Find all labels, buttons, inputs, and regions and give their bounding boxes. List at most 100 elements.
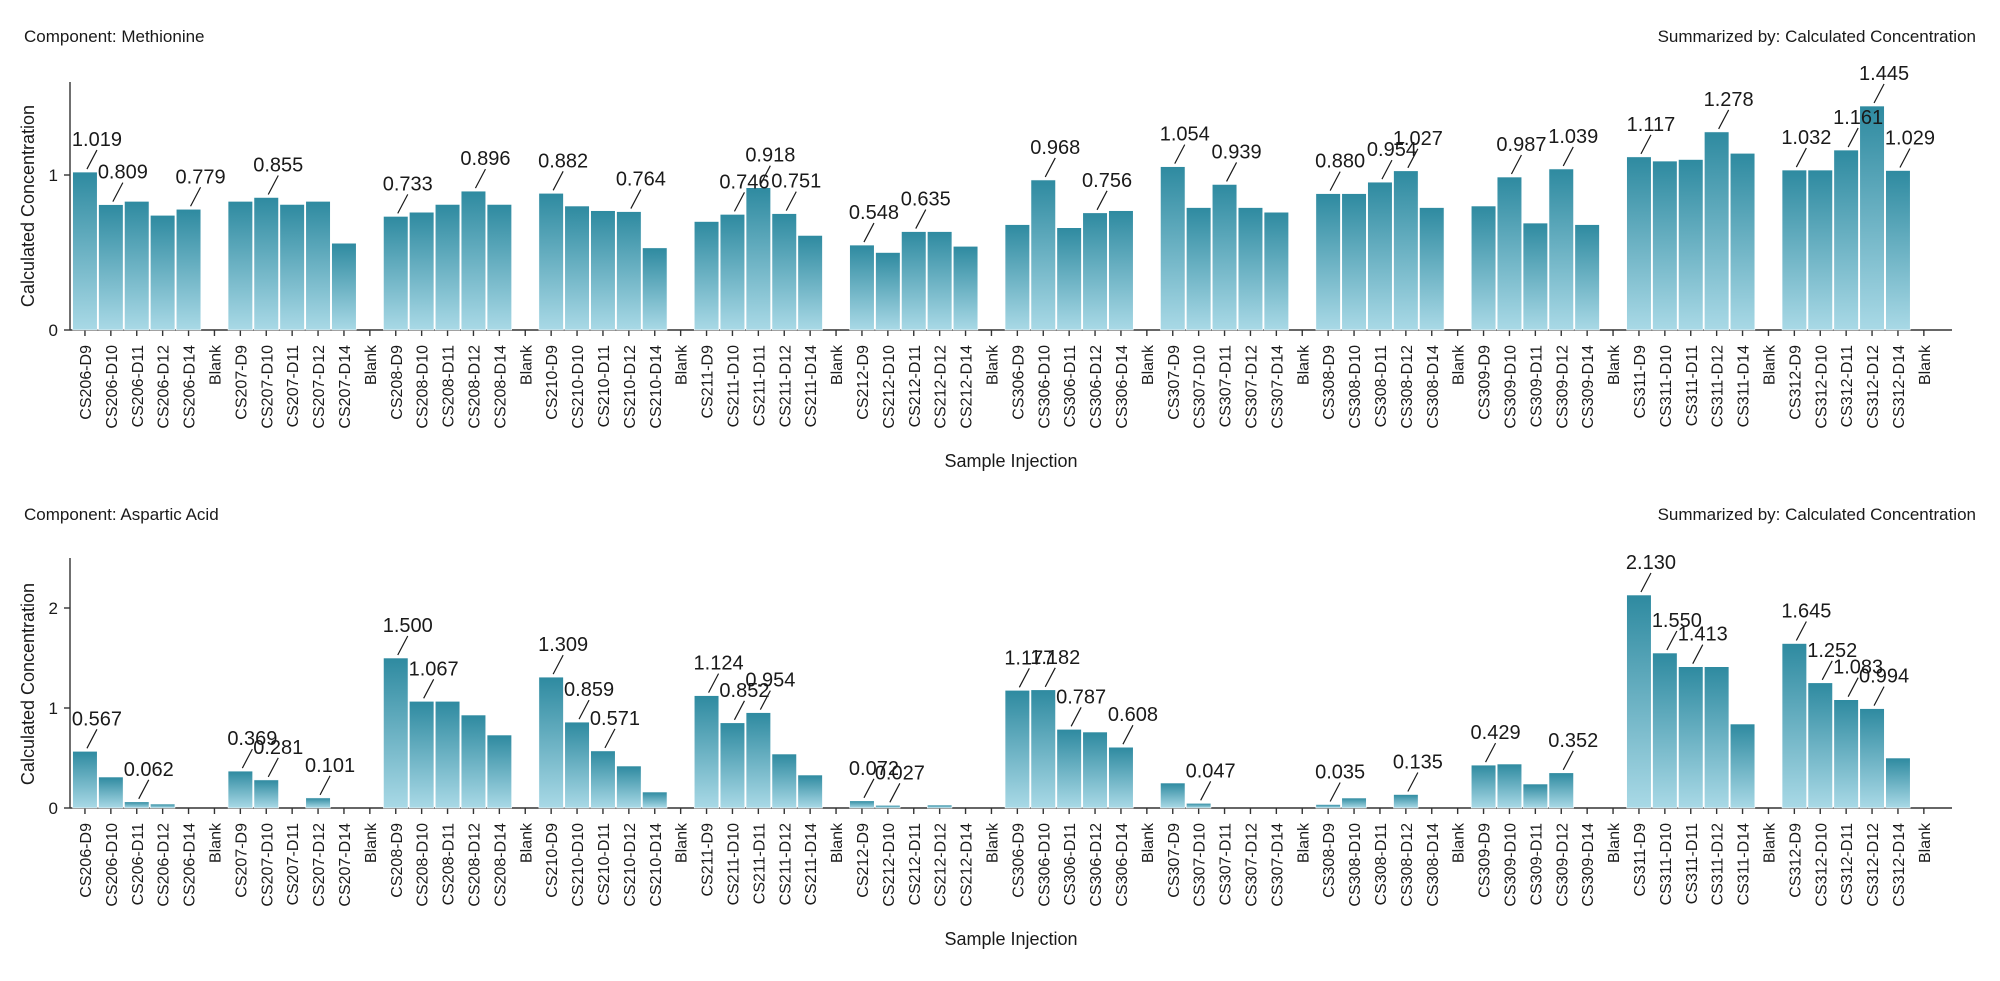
category-label: CS308-D10 — [1347, 823, 1364, 907]
bar — [124, 201, 150, 331]
bar — [72, 750, 98, 809]
data-label: 1.161 — [1833, 107, 1883, 129]
bar — [175, 208, 202, 331]
category-label: CS308-D10 — [1347, 345, 1364, 429]
data-label-leader — [1381, 159, 1393, 180]
category-label: Blank — [1761, 822, 1778, 863]
category-label: CS208-D9 — [389, 345, 406, 420]
category-label: Blank — [518, 344, 535, 385]
category-label: CS207-D11 — [285, 823, 302, 906]
bar — [642, 791, 668, 809]
data-label: 0.135 — [1393, 752, 1443, 774]
data-label-leader — [578, 699, 590, 720]
category-label: CS206-D9 — [78, 823, 95, 898]
data-label: 1.032 — [1781, 127, 1831, 149]
data-label-leader — [1510, 154, 1522, 175]
data-label-leader — [630, 189, 642, 209]
category-label: CS206-D14 — [182, 345, 199, 429]
summary-label: Summarized by: Calculated Concentration — [1658, 505, 1976, 524]
bar — [227, 201, 253, 331]
category-label: CS207-D11 — [285, 345, 302, 428]
bar — [1030, 179, 1056, 331]
data-label: 1.278 — [1704, 89, 1754, 111]
category-label: CS307-D10 — [1192, 823, 1209, 907]
category-label: CS307-D11 — [1218, 345, 1235, 428]
component-label: Component: Methionine — [24, 27, 205, 46]
data-label-leader — [319, 775, 331, 796]
bar — [797, 774, 823, 809]
category-label: CS308-D11 — [1373, 345, 1390, 428]
category-label: CS211-D14 — [803, 823, 820, 906]
category-label: CS208-D12 — [466, 345, 483, 429]
category-label: CS306-D11 — [1062, 345, 1079, 428]
category-label: CS212-D14 — [959, 345, 976, 429]
data-label: 0.635 — [901, 189, 951, 211]
category-label: CS212-D10 — [881, 345, 898, 429]
bar — [1859, 105, 1885, 331]
data-label-leader — [1122, 724, 1134, 745]
category-label: CS308-D12 — [1399, 345, 1416, 429]
summary-label: Summarized by: Calculated Concentration — [1658, 27, 1976, 46]
category-label: Blank — [984, 822, 1001, 863]
data-label: 1.182 — [1030, 647, 1080, 669]
data-label-leader — [863, 222, 875, 243]
bar — [460, 714, 487, 809]
category-label: Blank — [1451, 344, 1468, 385]
category-label: CS208-D10 — [415, 345, 432, 429]
bar — [1082, 731, 1108, 809]
data-label-leader — [1407, 148, 1419, 169]
data-label-leader — [86, 149, 98, 170]
category-label: Blank — [518, 822, 535, 863]
data-label: 0.987 — [1496, 134, 1546, 156]
data-label: 0.101 — [305, 755, 355, 777]
data-label-leader — [474, 168, 486, 189]
bar — [1678, 666, 1704, 809]
bar — [150, 803, 176, 809]
category-label: CS307-D9 — [1166, 345, 1183, 420]
bar — [434, 700, 461, 809]
category-label: CS210-D11 — [596, 345, 613, 428]
category-label: CS309-D14 — [1580, 345, 1597, 429]
bar — [1367, 181, 1393, 331]
category-label: CS311-D9 — [1632, 823, 1649, 897]
data-label: 0.880 — [1315, 151, 1365, 173]
category-label: CS212-D11 — [907, 345, 924, 428]
bar — [72, 171, 98, 331]
bar — [1393, 794, 1419, 809]
data-label: 0.608 — [1108, 704, 1158, 726]
category-label: CS309-D10 — [1502, 823, 1519, 907]
category-label: CS212-D10 — [881, 823, 898, 907]
data-label: 1.027 — [1393, 128, 1443, 150]
bar — [409, 211, 435, 331]
data-label-leader — [604, 728, 616, 749]
bar — [1082, 212, 1108, 331]
bar — [486, 204, 512, 331]
bar — [1807, 169, 1833, 331]
bar — [952, 246, 979, 331]
bar — [590, 210, 616, 331]
category-label: Blank — [1917, 344, 1934, 385]
category-label: Blank — [207, 344, 224, 385]
category-label: CS306-D9 — [1010, 345, 1027, 420]
y-axis-title: Calculated Concentration — [18, 583, 38, 785]
data-label: 0.859 — [564, 679, 614, 701]
bar — [383, 657, 409, 809]
data-label: 0.548 — [849, 202, 899, 224]
bar — [1496, 176, 1523, 331]
category-label: CS206-D12 — [156, 823, 173, 907]
category-label: CS207-D12 — [311, 823, 328, 907]
bar — [1341, 193, 1367, 331]
category-label: Blank — [1761, 344, 1778, 385]
category-label: CS312-D12 — [1865, 345, 1882, 429]
bar — [1470, 205, 1497, 331]
category-label: CS211-D9 — [700, 345, 717, 419]
data-label-leader — [1718, 109, 1730, 130]
bar — [693, 695, 720, 809]
data-label-leader — [1562, 750, 1574, 771]
bar — [434, 204, 461, 331]
bar — [875, 252, 901, 331]
category-label: CS309-D9 — [1477, 823, 1494, 898]
category-label: CS306-D9 — [1010, 823, 1027, 898]
bar — [719, 214, 746, 331]
category-label: CS311-D11 — [1684, 345, 1701, 426]
